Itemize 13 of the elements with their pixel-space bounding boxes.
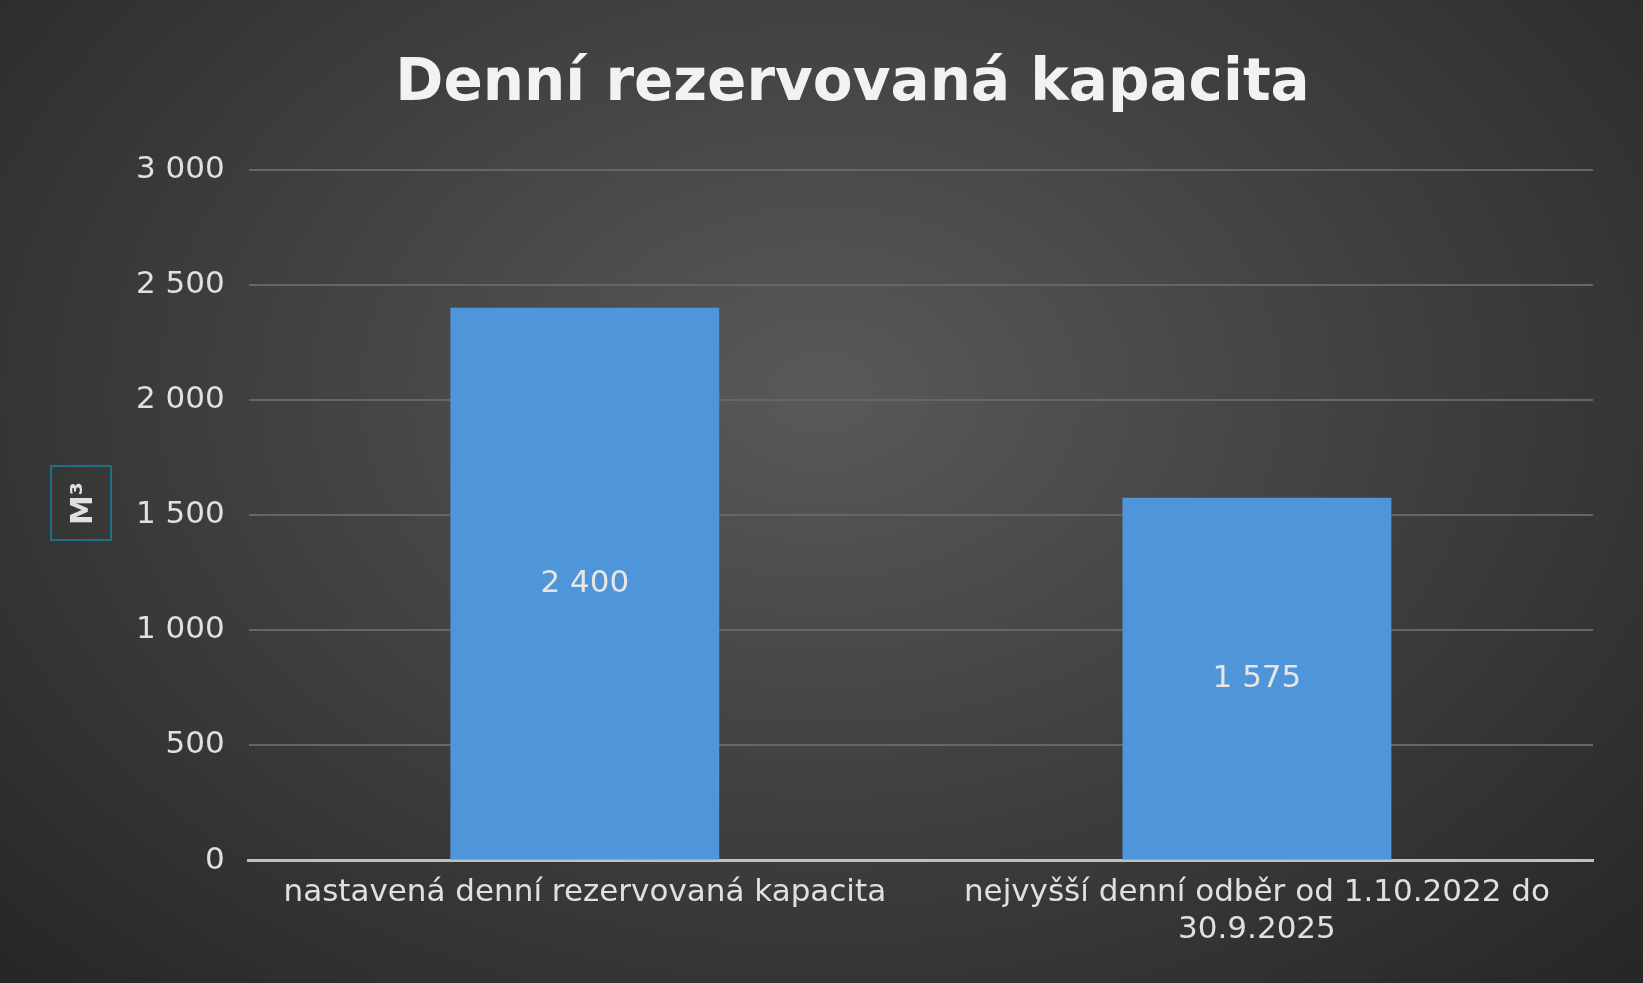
x-tick-label: nejvyšší denní odběr od 1.10.2022 do 30.9.2025 — [963, 872, 1550, 946]
chart-title: Denní rezervovaná kapacita — [395, 45, 1310, 114]
data-label: 1 575 — [1212, 657, 1302, 694]
y-tick-label: 0 — [205, 839, 225, 876]
y-tick-label: 2 000 — [136, 378, 225, 415]
y-tick-label: 1 500 — [136, 494, 225, 531]
y-tick-label: 1 000 — [136, 609, 225, 646]
x-tick-label: nastavená denní rezervovaná kapacita — [283, 872, 887, 909]
y-tick-label: 3 000 — [136, 148, 225, 185]
y-axis-title: M³ — [63, 481, 99, 525]
y-tick-label: 500 — [165, 724, 225, 761]
data-label: 2 400 — [540, 562, 630, 599]
y-tick-label: 2 500 — [136, 263, 225, 300]
